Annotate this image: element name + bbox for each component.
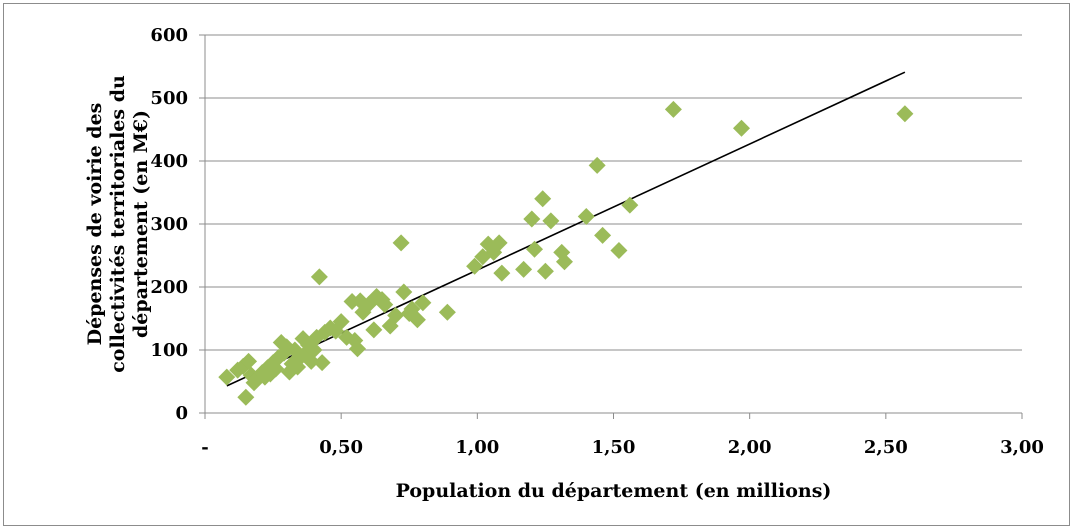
data-point	[237, 388, 255, 406]
data-point	[414, 294, 432, 312]
data-point	[218, 368, 236, 386]
data-points	[218, 100, 914, 406]
data-point	[493, 264, 511, 282]
data-point	[332, 313, 350, 331]
data-point	[376, 296, 394, 314]
y-axis-title-line: département (en M€)	[130, 110, 152, 338]
data-point	[302, 352, 320, 370]
data-point	[408, 311, 426, 329]
x-tick-label: 3,00	[1000, 437, 1044, 458]
data-point	[594, 226, 612, 244]
x-axis-title: Population du département (en millions)	[396, 480, 832, 502]
data-point	[474, 248, 492, 266]
gridlines	[205, 34, 1022, 351]
x-tick-label: 1,00	[455, 437, 499, 458]
data-point	[732, 119, 750, 137]
data-point	[896, 105, 914, 123]
x-tick-label: 1,50	[592, 437, 636, 458]
chart-frame	[3, 3, 1070, 526]
data-point	[555, 253, 573, 271]
y-tick-label: 100	[150, 340, 188, 361]
data-point	[305, 341, 323, 359]
y-tick-label: 600	[150, 25, 188, 46]
data-point	[523, 210, 541, 228]
data-point	[310, 268, 328, 286]
data-point	[610, 241, 628, 259]
data-point	[365, 321, 383, 339]
data-point	[536, 262, 554, 280]
data-point	[392, 234, 410, 252]
y-axis-title-line: collectivités territoriales du	[107, 75, 129, 373]
data-point	[349, 340, 367, 358]
data-point	[515, 260, 533, 278]
data-point	[542, 212, 560, 230]
data-point	[577, 207, 595, 225]
data-point	[387, 306, 405, 324]
data-point	[588, 156, 606, 174]
trendline-layer	[226, 71, 906, 387]
data-point	[313, 354, 331, 372]
data-point	[526, 240, 544, 258]
y-tick-label: 400	[150, 151, 188, 172]
x-tick-label: 2,00	[728, 437, 772, 458]
y-tick-label: 300	[150, 214, 188, 235]
x-tick-label: -	[201, 437, 208, 458]
data-point	[621, 196, 639, 214]
x-tick-label: 0,50	[319, 437, 363, 458]
data-point	[438, 303, 456, 321]
data-point	[490, 234, 508, 252]
data-point	[267, 360, 285, 378]
data-point	[240, 352, 258, 370]
data-point	[664, 100, 682, 118]
x-tick-labels: - 0,50 1,00 1,50 2,00 2,50 3,00	[201, 437, 1044, 458]
y-tick-label: 0	[175, 403, 188, 424]
y-tick-label: 500	[150, 88, 188, 109]
data-point	[534, 190, 552, 208]
y-axis-title: Dépenses de voirie des collectivités terr…	[84, 75, 152, 373]
y-tick-labels: 0 100 200 300 400 500 600	[150, 25, 188, 424]
data-point	[466, 257, 484, 275]
data-point	[395, 283, 413, 301]
y-axis-title-line: Dépenses de voirie des	[84, 103, 106, 346]
y-tick-label: 200	[150, 277, 188, 298]
axes	[199, 34, 1023, 419]
x-tick-label: 2,50	[864, 437, 908, 458]
trendline	[226, 71, 906, 387]
